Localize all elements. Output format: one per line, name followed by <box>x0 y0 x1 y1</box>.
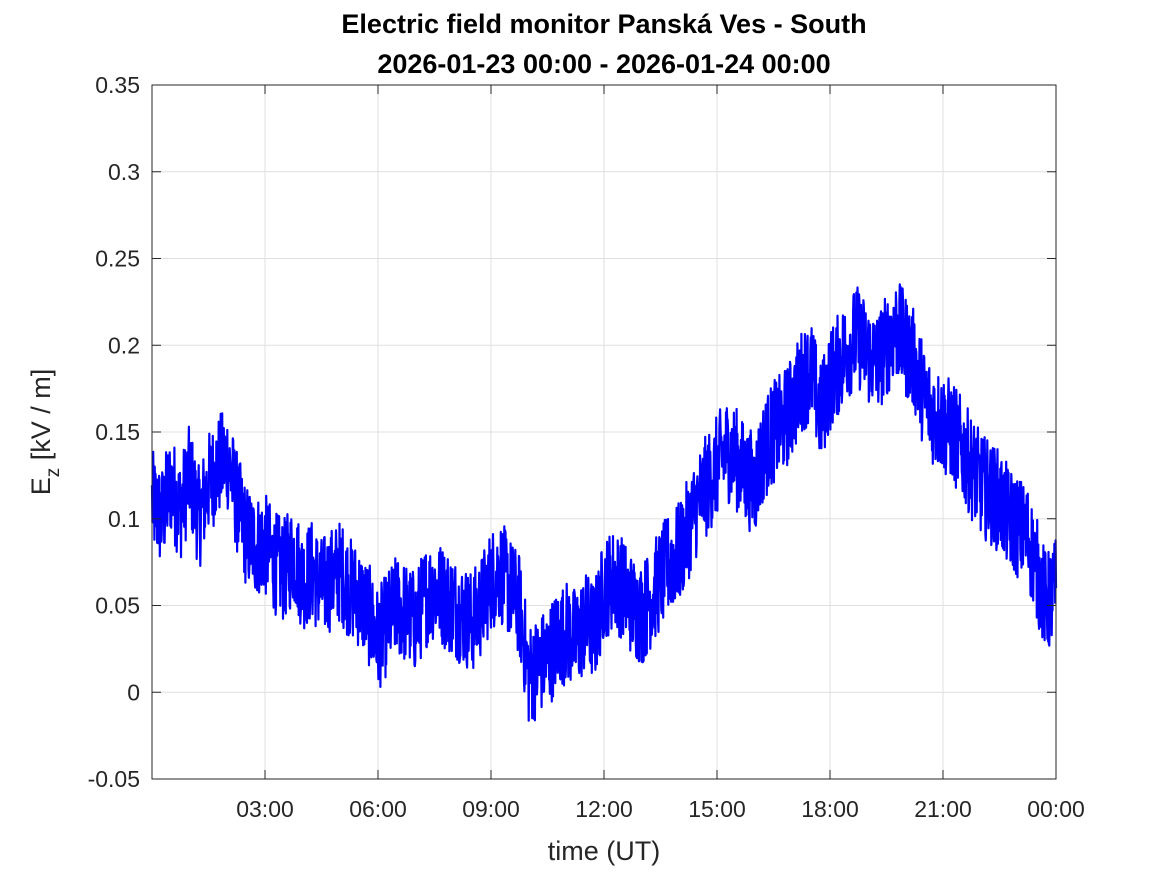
y-tick-label: 0.05 <box>95 593 140 619</box>
y-tick-label: 0.1 <box>108 506 140 532</box>
x-tick-label: 09:00 <box>462 796 520 822</box>
y-axis-label-main: E <box>26 477 56 495</box>
tick-marks <box>152 84 1057 780</box>
series-line-ez <box>150 283 1058 722</box>
chart-subtitle: 2026-01-23 00:00 - 2026-01-24 00:00 <box>377 49 830 79</box>
x-tick-label: 15:00 <box>688 796 746 822</box>
x-tick-label: 21:00 <box>914 796 972 822</box>
series-layer <box>150 283 1058 722</box>
y-axis-label: Ez [kV / m] <box>26 369 64 496</box>
x-tick-labels: 03:00 06:00 09:00 12:00 15:00 18:00 21:00 00:00 <box>236 796 1085 822</box>
y-tick-label: 0 <box>127 679 140 705</box>
y-tick-label: 0.3 <box>108 159 140 185</box>
y-axis-label-subscript: z <box>43 468 64 478</box>
x-tick-label: 12:00 <box>575 796 633 822</box>
y-tick-label: 0.25 <box>95 246 140 272</box>
y-tick-labels: -0.05 0 0.05 0.1 0.15 0.2 0.25 0.3 0.35 <box>88 72 140 792</box>
x-tick-label: 06:00 <box>349 796 407 822</box>
y-tick-label: 0.35 <box>95 72 140 98</box>
y-axis-label-unit: [kV / m] <box>26 369 56 468</box>
y-tick-label: 0.15 <box>95 419 140 445</box>
x-tick-label: 00:00 <box>1027 796 1085 822</box>
x-tick-label: 18:00 <box>801 796 859 822</box>
y-tick-label: 0.2 <box>108 332 140 358</box>
chart-title: Electric field monitor Panská Ves - Sout… <box>341 9 866 39</box>
x-tick-label: 03:00 <box>236 796 294 822</box>
y-tick-label: -0.05 <box>88 766 140 792</box>
x-axis-label: time (UT) <box>548 836 660 866</box>
